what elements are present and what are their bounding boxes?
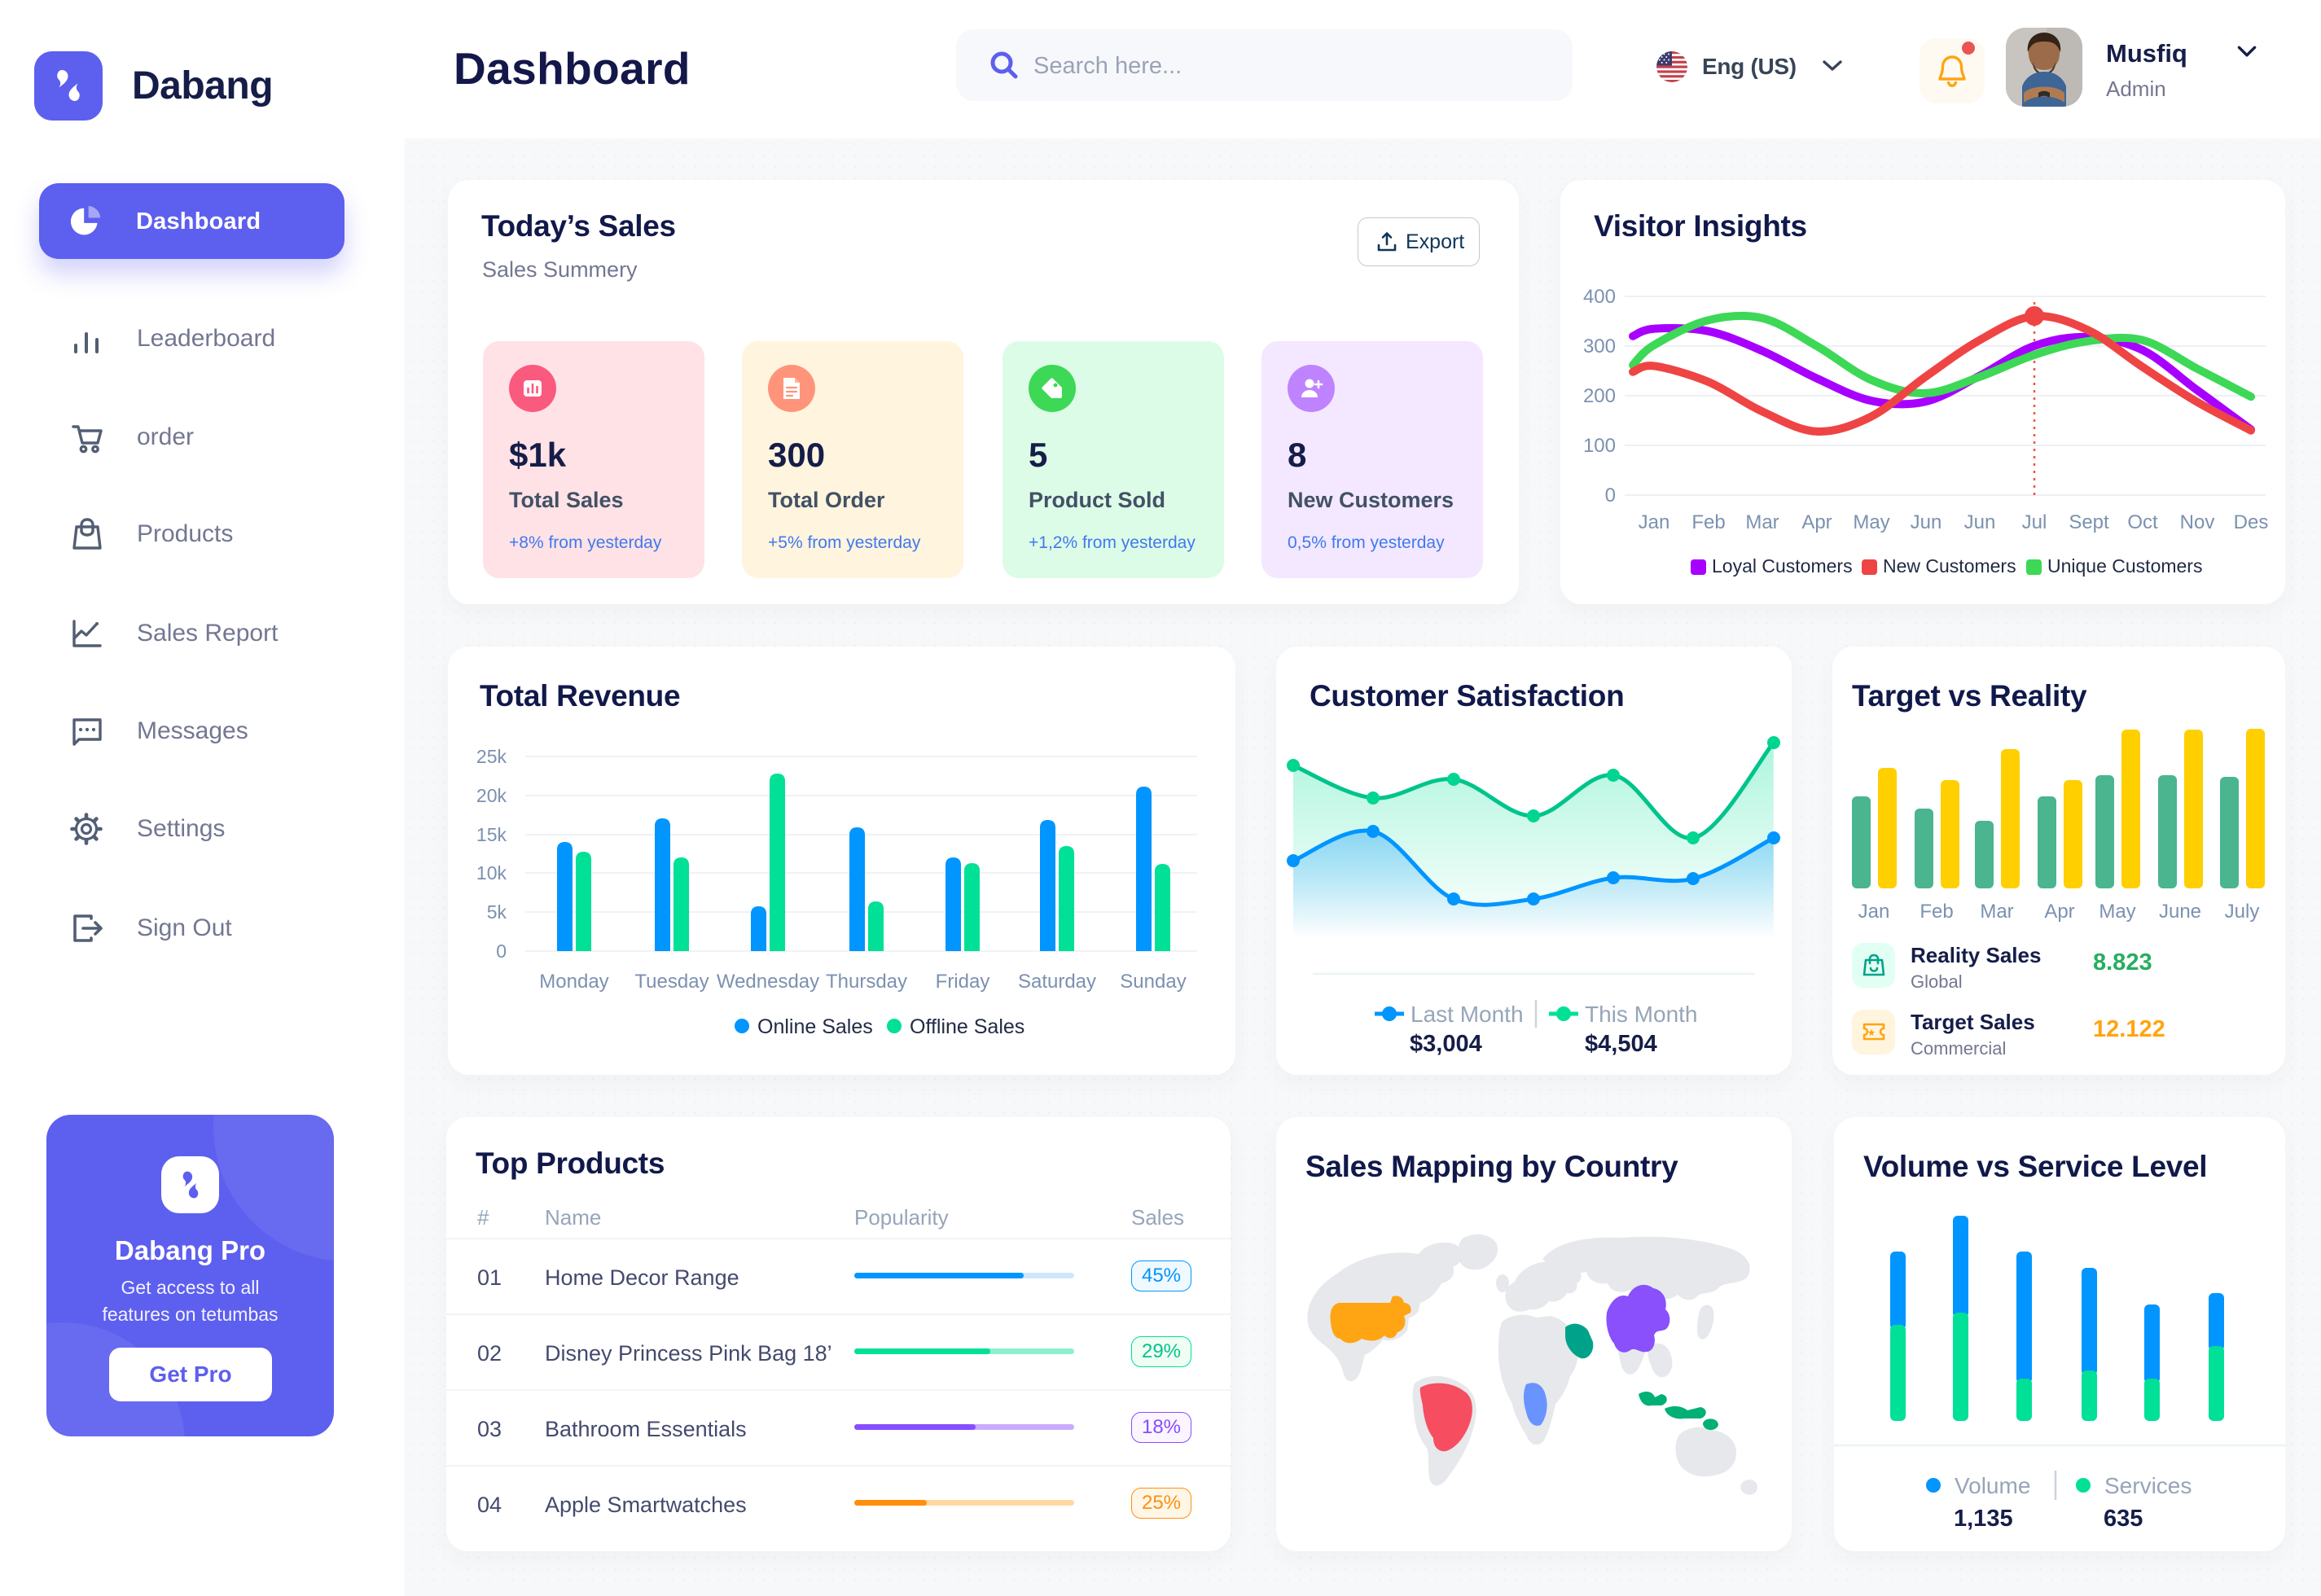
svg-text:Tuesday: Tuesday <box>634 971 709 993</box>
svg-text:0: 0 <box>1605 484 1616 506</box>
svg-text:15k: 15k <box>476 824 507 845</box>
svg-text:100: 100 <box>1583 435 1616 457</box>
svg-text:Jan: Jan <box>1639 511 1670 533</box>
svg-text:Volume: Volume <box>1955 1473 2030 1498</box>
svg-text:Mar: Mar <box>1745 511 1779 533</box>
svg-text:Des: Des <box>2234 511 2269 533</box>
svg-text:Wednesday: Wednesday <box>717 971 819 993</box>
svg-text:20k: 20k <box>476 785 507 806</box>
svg-text:Monday: Monday <box>539 971 608 993</box>
svg-text:1,135: 1,135 <box>1954 1506 2013 1532</box>
svg-text:Sept: Sept <box>2069 511 2109 533</box>
svg-text:July: July <box>2225 901 2260 923</box>
svg-text:Oct: Oct <box>2127 511 2158 533</box>
svg-text:635: 635 <box>2104 1506 2143 1532</box>
svg-text:Feb: Feb <box>1920 901 1953 923</box>
svg-text:Saturday: Saturday <box>1018 971 1096 993</box>
svg-text:25k: 25k <box>476 746 507 767</box>
svg-text:Jun: Jun <box>1964 511 1996 533</box>
svg-text:Nov: Nov <box>2180 511 2215 533</box>
svg-text:$3,004: $3,004 <box>1410 1031 1482 1057</box>
svg-text:Feb: Feb <box>1691 511 1725 533</box>
svg-text:200: 200 <box>1583 385 1616 407</box>
svg-text:Jul: Jul <box>2022 511 2047 533</box>
svg-text:Last Month: Last Month <box>1411 1002 1524 1027</box>
svg-text:$4,504: $4,504 <box>1585 1031 1657 1057</box>
svg-text:New Customers: New Customers <box>1883 555 2016 577</box>
svg-text:300: 300 <box>1583 335 1616 357</box>
svg-text:Jan: Jan <box>1858 901 1890 923</box>
svg-text:Offline Sales: Offline Sales <box>910 1015 1024 1038</box>
svg-text:0: 0 <box>496 940 507 962</box>
svg-text:Online Sales: Online Sales <box>757 1015 873 1038</box>
svg-text:Apr: Apr <box>1801 511 1832 533</box>
svg-text:Loyal Customers: Loyal Customers <box>1712 555 1853 577</box>
svg-text:Thursday: Thursday <box>826 971 907 993</box>
svg-text:Friday: Friday <box>936 971 990 993</box>
svg-text:June: June <box>2159 901 2201 923</box>
svg-text:400: 400 <box>1583 286 1616 308</box>
svg-text:Sunday: Sunday <box>1120 971 1186 993</box>
svg-text:10k: 10k <box>476 862 507 884</box>
svg-text:Services: Services <box>2104 1473 2192 1498</box>
svg-text:May: May <box>1853 511 1889 533</box>
svg-text:Mar: Mar <box>1980 901 2013 923</box>
svg-text:Unique Customers: Unique Customers <box>2047 555 2202 577</box>
svg-text:This Month: This Month <box>1585 1002 1698 1027</box>
svg-text:5k: 5k <box>487 901 507 923</box>
svg-text:May: May <box>2099 901 2135 923</box>
svg-text:Jun: Jun <box>1911 511 1942 533</box>
svg-text:Apr: Apr <box>2044 901 2074 923</box>
